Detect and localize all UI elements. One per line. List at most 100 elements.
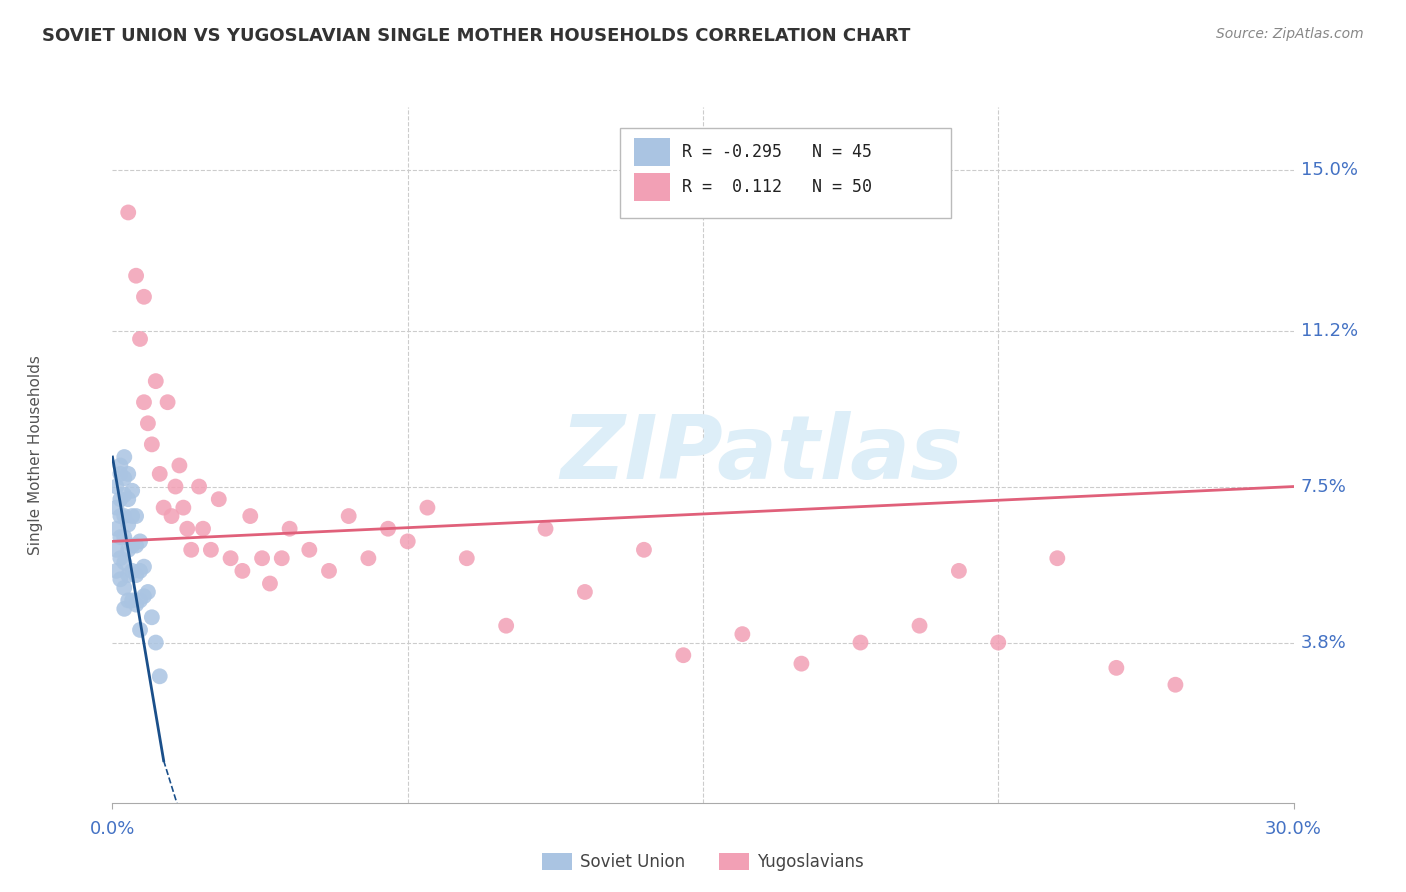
Text: 7.5%: 7.5% <box>1301 477 1347 496</box>
Point <box>270 551 292 566</box>
Point <box>136 585 159 599</box>
Point <box>112 530 135 544</box>
Point <box>112 509 135 524</box>
Point <box>129 564 152 578</box>
Point <box>129 534 152 549</box>
Text: Source: ZipAtlas.com: Source: ZipAtlas.com <box>1216 27 1364 41</box>
Point <box>121 593 143 607</box>
Point <box>948 564 970 578</box>
Point <box>112 488 135 502</box>
Point <box>396 534 419 549</box>
Text: R =  0.112   N = 50: R = 0.112 N = 50 <box>682 178 872 196</box>
Text: R = -0.295   N = 45: R = -0.295 N = 45 <box>682 144 872 161</box>
Point <box>152 500 174 515</box>
Point <box>125 509 148 524</box>
Text: ZIPatlas: ZIPatlas <box>561 411 963 499</box>
Point <box>534 522 557 536</box>
Text: Single Mother Households: Single Mother Households <box>28 355 42 555</box>
Point <box>731 627 754 641</box>
Point <box>105 500 128 515</box>
Point <box>141 610 163 624</box>
Point <box>160 509 183 524</box>
FancyBboxPatch shape <box>620 128 950 219</box>
Point <box>172 500 194 515</box>
Point <box>117 542 139 557</box>
Point <box>125 568 148 582</box>
Point <box>318 564 340 578</box>
Point <box>191 522 214 536</box>
Point <box>790 657 813 671</box>
Point <box>121 539 143 553</box>
Point <box>132 589 155 603</box>
Point <box>105 542 128 557</box>
Point <box>125 539 148 553</box>
Point <box>416 500 439 515</box>
Point <box>495 618 517 632</box>
Point <box>165 479 187 493</box>
Point <box>456 551 478 566</box>
Point <box>633 542 655 557</box>
Point <box>278 522 301 536</box>
Text: 11.2%: 11.2% <box>1301 321 1358 340</box>
Point <box>121 509 143 524</box>
Point <box>156 395 179 409</box>
Point <box>141 437 163 451</box>
Point <box>112 602 135 616</box>
Point <box>117 492 139 507</box>
FancyBboxPatch shape <box>634 138 669 166</box>
Point <box>200 542 222 557</box>
Point <box>110 467 132 481</box>
Point <box>110 530 132 544</box>
Point <box>121 483 143 498</box>
Point <box>117 593 139 607</box>
Point <box>1046 551 1069 566</box>
Point <box>121 564 143 578</box>
Point <box>149 467 172 481</box>
Point <box>357 551 380 566</box>
Point <box>849 635 872 649</box>
Point <box>110 458 132 473</box>
Point <box>149 669 172 683</box>
Point <box>117 205 139 219</box>
Point <box>112 581 135 595</box>
Text: SOVIET UNION VS YUGOSLAVIAN SINGLE MOTHER HOUSEHOLDS CORRELATION CHART: SOVIET UNION VS YUGOSLAVIAN SINGLE MOTHE… <box>42 27 911 45</box>
Point <box>105 479 128 493</box>
Point <box>105 522 128 536</box>
Point <box>110 492 132 507</box>
Point <box>188 479 211 493</box>
Point <box>112 471 135 485</box>
Point <box>110 551 132 566</box>
Point <box>231 564 253 578</box>
Legend: Soviet Union, Yugoslavians: Soviet Union, Yugoslavians <box>536 847 870 878</box>
Point <box>117 568 139 582</box>
Point <box>117 467 139 481</box>
Point <box>259 576 281 591</box>
Point <box>574 585 596 599</box>
Point <box>377 522 399 536</box>
Point <box>112 556 135 570</box>
Point <box>250 551 273 566</box>
Point <box>117 517 139 532</box>
Point <box>1164 678 1187 692</box>
Point <box>208 492 231 507</box>
Point <box>129 332 152 346</box>
Point <box>112 450 135 464</box>
Point <box>180 542 202 557</box>
FancyBboxPatch shape <box>634 173 669 201</box>
Point <box>129 623 152 637</box>
Point <box>132 559 155 574</box>
Point <box>145 635 167 649</box>
Point <box>125 598 148 612</box>
Point <box>145 374 167 388</box>
Point <box>169 458 191 473</box>
Point <box>176 522 198 536</box>
Point <box>105 564 128 578</box>
Point <box>136 417 159 431</box>
Point <box>132 290 155 304</box>
Text: 3.8%: 3.8% <box>1301 633 1347 651</box>
Point <box>298 542 321 557</box>
Point <box>1105 661 1128 675</box>
Point <box>219 551 242 566</box>
Point <box>337 509 360 524</box>
Point <box>908 618 931 632</box>
